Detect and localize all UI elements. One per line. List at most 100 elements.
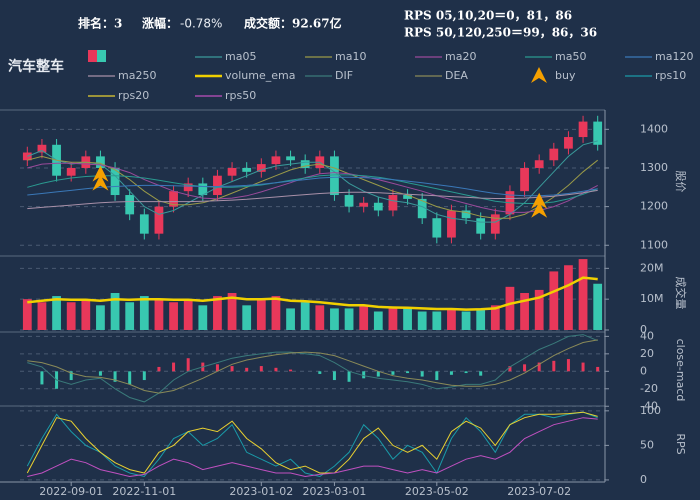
candle-body [213,175,222,196]
y-tick-label: 20M [640,261,664,274]
change: -0.78% [180,17,222,31]
x-tick-label: 2022-11-01 [112,485,176,498]
volume-bar [213,296,222,330]
volume-bar [578,259,588,330]
series-line [27,155,599,219]
candle-body [271,156,281,165]
series-line [27,162,598,213]
macd-bar [40,371,44,385]
macd-bar [435,371,439,381]
volume-bar [139,296,149,330]
volume-bar [461,311,471,330]
legend-label: volume_ema [225,69,295,82]
legend-label: ma10 [335,50,366,63]
turnover: 成交额：92.67亿 [244,16,342,31]
candle-body [286,156,295,161]
macd-bar [113,371,117,382]
candle-body [256,164,266,172]
volume-bar [490,305,500,330]
x-tick-label: 2023-01-02 [229,485,293,498]
y-tick-label: 0 [640,473,647,486]
macd-bar [391,371,395,375]
macd-bar [318,371,322,374]
candle-body [520,167,529,192]
macd-bar [552,360,556,372]
macd-bar [479,371,483,376]
buy-marker [92,165,109,191]
volume-bar [315,305,325,330]
series-line [27,189,598,210]
macd-bar [157,366,161,372]
macd-bar [523,364,527,372]
macd-bar [98,371,102,376]
change-label: 涨幅： [142,16,178,31]
buy-marker [531,192,548,218]
y-tick-label: 1100 [640,238,668,251]
x-tick-label: 2023-05-02 [405,485,469,498]
volume-bar [330,308,339,330]
rps-short: RPS 05,10,20＝0，81，86 [404,9,572,23]
volume-bar [37,302,47,330]
macd-bar [186,358,190,372]
y-tick-label: 0 [640,323,647,336]
macd-bar [215,364,219,372]
y-tick-label: 10M [640,292,664,305]
volume-bar [359,305,369,330]
candle-body [300,160,310,168]
volume-bar [96,305,105,330]
y-axis-title: close-macd [674,339,687,402]
candle-body [578,121,588,138]
y-tick-label: 20 [640,347,654,360]
chart-title: 汽车整车 [8,58,64,75]
macd-bar [376,371,380,377]
volume-bar [344,308,354,330]
candle-body [461,210,471,219]
candle-body [447,210,456,238]
series-line [27,417,598,478]
series-line [26,411,598,478]
candle-body [344,195,354,207]
candle-body [110,167,120,196]
y-tick-label: 0 [640,364,647,377]
y-axis-title: 成交量 [674,277,688,310]
macd-bar [289,369,293,372]
x-tick-label: 2022-09-01 [39,485,103,498]
macd-bar [332,371,336,381]
series-line [27,276,598,311]
volume-bar [183,299,193,330]
rps-long: RPS 50,120,250＝99，86，36 [404,26,597,40]
volume-bar [286,308,295,330]
y-tick-label: 1300 [640,161,668,174]
candle-body [183,183,193,192]
volume-bar [300,302,310,330]
macd-bar [464,371,468,374]
candle-body [37,144,47,153]
candle-body [476,218,486,234]
macd-bar [128,371,132,385]
y-tick-label: 40 [640,329,654,342]
macd-bar [259,366,263,372]
candle-body [564,137,573,149]
volume-bar [81,299,91,330]
macd-bar [362,371,366,379]
candle-body [66,167,76,176]
candle-body [169,191,178,207]
macd-bar [508,366,512,372]
candle-body [403,195,412,199]
volume-bar [476,308,486,330]
legend-label: ma250 [118,69,156,82]
macd-bar [449,371,453,375]
volume-bar [256,299,266,330]
y-tick-label: 1400 [640,122,668,135]
y-axis-title: 股价 [674,171,687,193]
volume-bar [564,265,573,330]
x-tick-label: 2023-07-02 [507,485,571,498]
candle-body [125,195,135,215]
candle-body [227,167,237,176]
legend-label: ma120 [655,50,693,63]
candle-body [593,121,603,145]
candle-body [154,206,164,234]
candle-body [373,202,383,211]
volume-bar [22,299,32,330]
